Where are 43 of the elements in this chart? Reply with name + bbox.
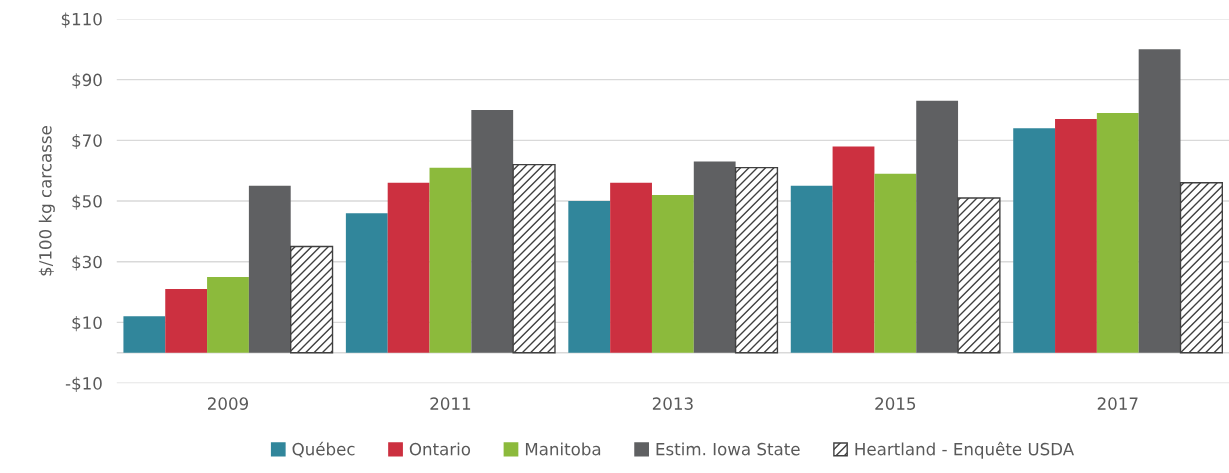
bar	[916, 100, 959, 353]
bar	[693, 161, 736, 353]
legend-label: Ontario	[409, 442, 471, 456]
y-tick-label: $110	[61, 12, 102, 28]
x-tick-label: 2013	[652, 397, 693, 410]
y-tick-label: $70	[72, 133, 102, 150]
y-tick-label: $90	[72, 73, 102, 89]
bar	[387, 182, 430, 353]
bar	[429, 167, 472, 353]
y-tick-label: $30	[72, 255, 102, 271]
bar	[734, 166, 779, 354]
legend-label: Québec	[292, 441, 355, 458]
bar	[832, 146, 875, 353]
x-tick-label: 2015	[875, 397, 916, 410]
x-tick-label: 2017	[1097, 397, 1138, 410]
bar	[1138, 49, 1181, 353]
y-tick-label: -$10	[65, 376, 102, 392]
bar	[1013, 128, 1056, 353]
bar	[651, 194, 694, 353]
legend-label: Manitoba	[525, 442, 601, 456]
y-tick-label: $10	[72, 316, 102, 332]
bar	[290, 245, 334, 354]
bar	[512, 163, 556, 354]
bar	[790, 185, 833, 353]
bar	[957, 197, 1001, 354]
bar	[568, 201, 611, 353]
bar	[610, 182, 652, 353]
bar	[1096, 113, 1139, 353]
bar	[1055, 119, 1097, 353]
bar	[345, 213, 388, 353]
bar	[1179, 182, 1224, 354]
bar	[248, 185, 291, 353]
y-axis-title: $/100 kg carcasse	[38, 126, 55, 276]
legend-label: Estim. Iowa State	[656, 442, 800, 456]
y-tick-label: $50	[72, 194, 102, 210]
bar	[123, 316, 166, 353]
bar	[471, 109, 514, 353]
bar	[874, 173, 917, 353]
bar	[207, 276, 249, 353]
legend-label: Heartland - Enquête USDA	[855, 441, 1075, 459]
bar	[165, 289, 208, 353]
x-tick-label: 2011	[430, 397, 471, 410]
x-tick-label: 2009	[207, 397, 249, 410]
